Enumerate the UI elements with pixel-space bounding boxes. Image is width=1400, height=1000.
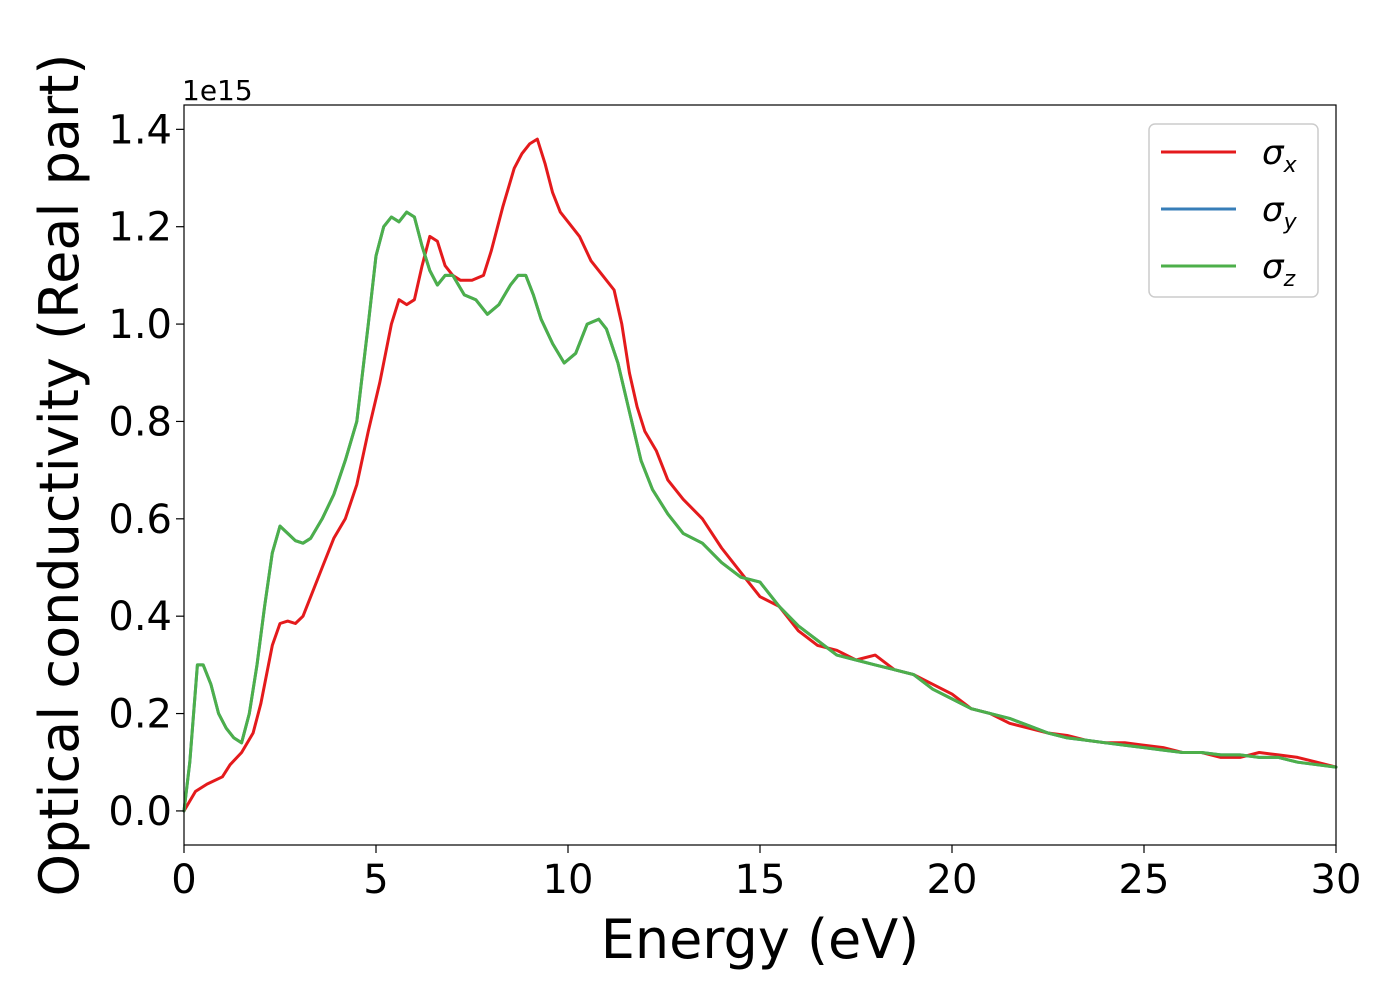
legend-label-y: σy — [1262, 190, 1298, 235]
series-layer — [182, 137, 1338, 813]
x-tick-label-0: 0 — [171, 857, 196, 903]
x-tick-label-30: 30 — [1311, 857, 1362, 903]
y-tick-label-1.2: 1.2 — [108, 205, 172, 251]
y-tick-label-0.4: 0.4 — [108, 594, 172, 640]
legend-label-x: σx — [1262, 133, 1298, 178]
x-axis: 0 5 10 15 20 25 30 — [171, 845, 1361, 903]
y-tick-label-0: 0.0 — [108, 789, 172, 835]
y-tick-label-0.8: 0.8 — [108, 399, 172, 445]
y-offset-label: 1e15 — [182, 74, 253, 107]
x-tick-label-10: 10 — [543, 857, 594, 903]
x-tick-label-20: 20 — [927, 857, 978, 903]
y-axis-title: Optical conductivity (Real part) — [28, 54, 91, 897]
series-line-x — [182, 137, 1338, 813]
y-tick-label-1.4: 1.4 — [108, 107, 172, 153]
y-axis: 0.0 0.2 0.4 0.6 0.8 1.0 1.2 1.4 — [108, 107, 184, 835]
y-tick-label-0.6: 0.6 — [108, 497, 172, 543]
y-tick-label-1: 1.0 — [108, 302, 172, 348]
series-line-z — [182, 210, 1338, 813]
x-tick-label-25: 25 — [1119, 857, 1170, 903]
legend: σx σy σz — [1148, 123, 1319, 298]
x-tick-label-15: 15 — [735, 857, 786, 903]
legend-label-z: σz — [1262, 247, 1296, 292]
x-axis-title: Energy (eV) — [601, 908, 920, 971]
x-tick-label-5: 5 — [363, 857, 388, 903]
y-tick-label-0.2: 0.2 — [108, 692, 172, 738]
